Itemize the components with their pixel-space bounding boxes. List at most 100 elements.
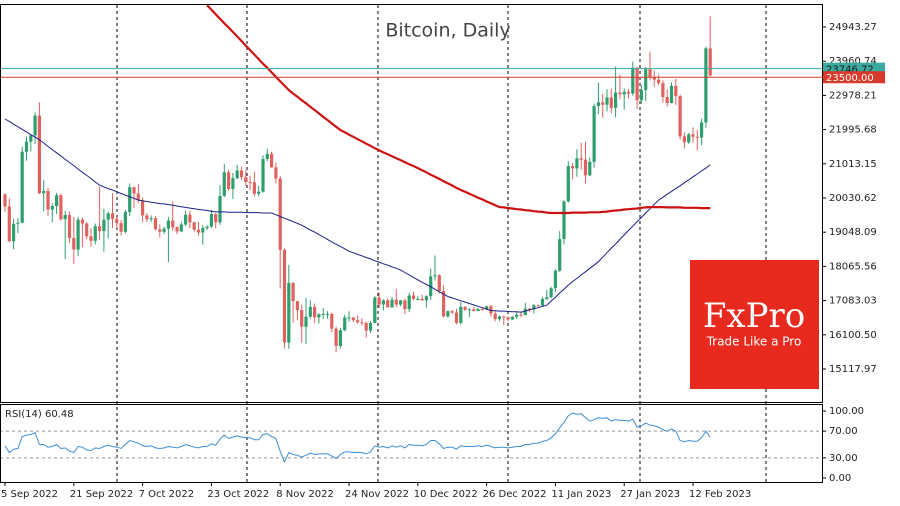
candle-body bbox=[364, 322, 368, 331]
candle-body bbox=[497, 316, 502, 320]
candle-body bbox=[184, 214, 188, 225]
x-tick-label: 11 Jan 2023 bbox=[551, 489, 611, 500]
candle-body bbox=[67, 215, 72, 239]
rsi-frame bbox=[0, 404, 823, 483]
candle-body bbox=[248, 182, 252, 184]
candle-body bbox=[476, 309, 480, 312]
candle-body bbox=[368, 322, 373, 331]
candle-body bbox=[356, 320, 360, 323]
candle-body bbox=[145, 215, 149, 220]
x-tick-label: 21 Sep 2022 bbox=[70, 489, 133, 500]
candle-body bbox=[575, 158, 579, 169]
candle-body bbox=[695, 136, 699, 138]
candle-body bbox=[510, 316, 514, 320]
candle-body bbox=[300, 310, 304, 327]
candle-body bbox=[493, 313, 497, 320]
candle-body bbox=[33, 115, 37, 136]
y-tick-label: 30.00 bbox=[829, 453, 858, 464]
candle-body bbox=[188, 214, 192, 223]
candle-body bbox=[635, 67, 639, 101]
candle-body bbox=[566, 165, 570, 202]
candle-body bbox=[115, 218, 119, 224]
candle-body bbox=[98, 226, 102, 232]
candle-body bbox=[399, 300, 403, 305]
candle-body bbox=[141, 200, 145, 216]
candle-body bbox=[80, 219, 84, 224]
candle-body bbox=[360, 322, 364, 324]
candle-body bbox=[596, 102, 600, 107]
candle-body bbox=[59, 195, 63, 220]
x-tick-label: 26 Dec 2022 bbox=[483, 489, 547, 500]
candle-body bbox=[609, 97, 613, 108]
candle-body bbox=[515, 314, 519, 317]
y-tick-label: 23960.74 bbox=[829, 56, 877, 67]
candle-body bbox=[102, 219, 106, 232]
candle-body bbox=[433, 275, 437, 277]
candle-body bbox=[420, 298, 424, 301]
candle-body bbox=[373, 297, 377, 323]
candle-body bbox=[252, 182, 256, 194]
candle-body bbox=[463, 306, 467, 310]
candle-body bbox=[7, 206, 11, 242]
candle-body bbox=[16, 222, 20, 224]
y-tick-label: 20030.62 bbox=[829, 193, 877, 204]
candle-body bbox=[442, 290, 446, 317]
candle-body bbox=[166, 220, 170, 229]
candle-body bbox=[472, 309, 476, 312]
candle-body bbox=[239, 170, 244, 178]
y-tick-label: 21013.15 bbox=[829, 159, 877, 170]
candle-body bbox=[424, 296, 428, 301]
price-frame bbox=[0, 4, 823, 403]
candle-body bbox=[106, 213, 110, 220]
candle-body bbox=[231, 178, 235, 189]
y-tick-label: 70.00 bbox=[829, 426, 858, 437]
candle-body bbox=[93, 226, 97, 241]
candle-body bbox=[657, 79, 661, 84]
candle-body bbox=[295, 301, 299, 311]
y-tick-label: 19048.09 bbox=[829, 227, 877, 238]
candle-body bbox=[459, 306, 463, 323]
candle-body bbox=[485, 306, 489, 310]
y-tick-label: 17083.03 bbox=[829, 296, 877, 307]
candle-body bbox=[175, 227, 179, 232]
logo-tagline: Trade Like a Pro bbox=[706, 335, 802, 349]
candle-body bbox=[50, 206, 54, 210]
price-panel bbox=[1, 5, 822, 353]
moving-average bbox=[206, 5, 711, 215]
candle-body bbox=[652, 77, 656, 80]
candle-body bbox=[661, 83, 665, 98]
candle-body bbox=[132, 187, 136, 194]
candle-body bbox=[149, 218, 153, 220]
candle-body bbox=[644, 69, 648, 91]
candle-body bbox=[63, 215, 67, 220]
x-tick-label: 5 Sep 2022 bbox=[1, 489, 58, 500]
candle-body bbox=[287, 282, 291, 343]
candle-body bbox=[467, 309, 471, 311]
candle-body bbox=[446, 311, 450, 317]
candle-body bbox=[282, 249, 287, 343]
candle-body bbox=[196, 229, 201, 233]
candle-body bbox=[480, 309, 484, 311]
candle-body bbox=[416, 298, 420, 300]
candle-body bbox=[386, 300, 390, 308]
candle-body bbox=[678, 96, 682, 137]
y-tick-label: 18065.56 bbox=[829, 261, 877, 272]
candle-body bbox=[201, 227, 205, 233]
moving-average bbox=[4, 118, 711, 313]
candle-body bbox=[622, 91, 626, 95]
candle-body bbox=[601, 102, 605, 105]
y-tick-label: 15117.97 bbox=[829, 364, 877, 375]
candle-body bbox=[545, 297, 549, 299]
candle-body bbox=[549, 288, 553, 298]
price-level-label: 23746.72 bbox=[826, 65, 874, 76]
candle-body bbox=[29, 135, 33, 142]
candle-body bbox=[377, 297, 381, 305]
logo-brand: FxPro bbox=[703, 296, 805, 336]
candle-body bbox=[390, 299, 394, 308]
candle-body bbox=[24, 141, 29, 152]
logo-box bbox=[690, 260, 819, 389]
candle-body bbox=[85, 223, 89, 237]
candle-body bbox=[222, 172, 226, 196]
candle-body bbox=[450, 311, 454, 313]
